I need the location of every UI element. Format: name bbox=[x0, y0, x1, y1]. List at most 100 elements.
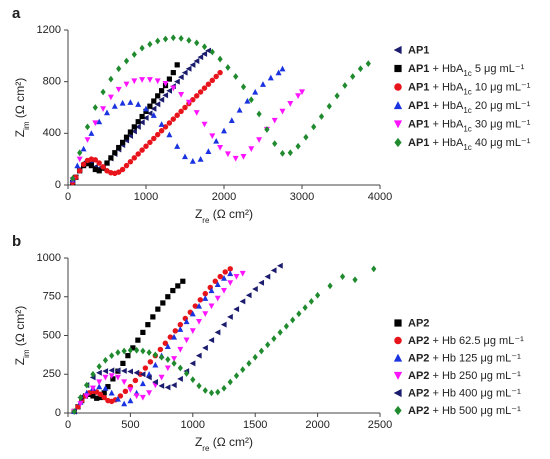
data-point bbox=[104, 160, 110, 166]
data-point bbox=[170, 85, 177, 92]
data-point bbox=[318, 113, 325, 120]
data-point bbox=[127, 99, 134, 105]
y-tick-label: 1200 bbox=[37, 24, 61, 36]
data-point bbox=[233, 306, 240, 313]
data-point bbox=[295, 142, 301, 150]
data-point bbox=[115, 169, 122, 175]
data-point bbox=[205, 148, 212, 155]
data-point bbox=[279, 108, 286, 115]
data-point bbox=[133, 393, 140, 400]
x-tick-label: 0 bbox=[65, 191, 71, 203]
legend-marker bbox=[394, 64, 402, 73]
data-point bbox=[202, 295, 209, 301]
data-point bbox=[252, 88, 259, 95]
data-point bbox=[217, 55, 223, 63]
data-point bbox=[84, 137, 91, 143]
data-point bbox=[189, 360, 196, 367]
data-point bbox=[177, 321, 184, 328]
data-point bbox=[159, 88, 165, 94]
data-point bbox=[108, 367, 115, 374]
data-point bbox=[334, 92, 340, 100]
data-point bbox=[177, 326, 184, 332]
data-point bbox=[152, 379, 158, 385]
data-point bbox=[178, 35, 184, 42]
data-point bbox=[80, 161, 87, 168]
data-point bbox=[150, 105, 157, 112]
data-point bbox=[183, 318, 190, 325]
data-point bbox=[233, 73, 239, 80]
data-point bbox=[96, 168, 102, 174]
data-point bbox=[107, 94, 114, 101]
data-point bbox=[260, 81, 266, 87]
data-point bbox=[83, 393, 90, 400]
data-point bbox=[171, 333, 178, 340]
data-point bbox=[167, 334, 174, 340]
data-point bbox=[239, 270, 246, 277]
data-point bbox=[74, 162, 81, 169]
y-tick-label: 500 bbox=[43, 329, 61, 341]
legend-marker bbox=[394, 405, 402, 416]
data-point bbox=[220, 321, 227, 328]
data-point bbox=[146, 390, 153, 396]
legend-marker bbox=[393, 101, 403, 110]
data-point bbox=[75, 404, 81, 410]
data-point bbox=[365, 60, 371, 67]
legend-marker bbox=[393, 353, 403, 362]
data-point bbox=[174, 62, 180, 68]
data-point bbox=[109, 352, 115, 360]
data-point bbox=[190, 376, 196, 384]
data-point bbox=[352, 276, 358, 284]
data-point bbox=[227, 270, 234, 277]
data-point bbox=[202, 344, 208, 351]
x-tick-label: 500 bbox=[121, 419, 139, 431]
data-point bbox=[327, 282, 333, 290]
data-point bbox=[147, 359, 154, 365]
data-point bbox=[139, 371, 146, 378]
x-axis-label: Zre (Ω cm²) bbox=[195, 207, 253, 225]
data-point bbox=[135, 337, 141, 343]
data-point bbox=[162, 92, 169, 99]
x-tick-label: 1500 bbox=[243, 419, 267, 431]
data-point bbox=[120, 360, 126, 366]
data-point bbox=[271, 117, 278, 124]
data-point bbox=[275, 69, 282, 76]
legend-label: AP2 + Hb 62.5 μg mL⁻¹ bbox=[408, 335, 524, 347]
legend-label: AP2 bbox=[408, 317, 429, 329]
data-point bbox=[152, 351, 158, 359]
data-point bbox=[233, 274, 240, 280]
data-point bbox=[96, 118, 103, 125]
data-point bbox=[197, 89, 204, 95]
data-point bbox=[142, 365, 149, 371]
data-point bbox=[221, 287, 227, 294]
data-point bbox=[70, 175, 76, 182]
data-point bbox=[84, 123, 91, 131]
data-point bbox=[110, 376, 116, 382]
data-point bbox=[232, 155, 239, 162]
data-point bbox=[77, 401, 84, 407]
data-point bbox=[77, 149, 83, 157]
data-point bbox=[183, 337, 190, 344]
data-point bbox=[140, 347, 146, 355]
legend-marker bbox=[393, 371, 403, 380]
data-point bbox=[155, 37, 161, 45]
data-point bbox=[127, 397, 134, 404]
data-point bbox=[201, 85, 208, 91]
data-point bbox=[299, 89, 305, 96]
data-point bbox=[202, 387, 208, 394]
data-point bbox=[311, 123, 317, 131]
legend-label: AP2 + Hb 125 μg mL⁻¹ bbox=[408, 352, 521, 364]
data-point bbox=[182, 104, 188, 111]
data-point bbox=[121, 400, 128, 407]
data-point bbox=[151, 135, 157, 142]
data-point bbox=[158, 128, 165, 134]
data-point bbox=[239, 298, 246, 305]
data-point bbox=[162, 81, 169, 87]
data-point bbox=[177, 375, 183, 382]
data-point bbox=[155, 306, 161, 312]
data-point bbox=[174, 143, 181, 149]
series-5 bbox=[71, 265, 377, 415]
data-point bbox=[123, 57, 130, 65]
data-point bbox=[202, 290, 209, 297]
data-point bbox=[121, 347, 127, 355]
data-point bbox=[270, 267, 277, 274]
